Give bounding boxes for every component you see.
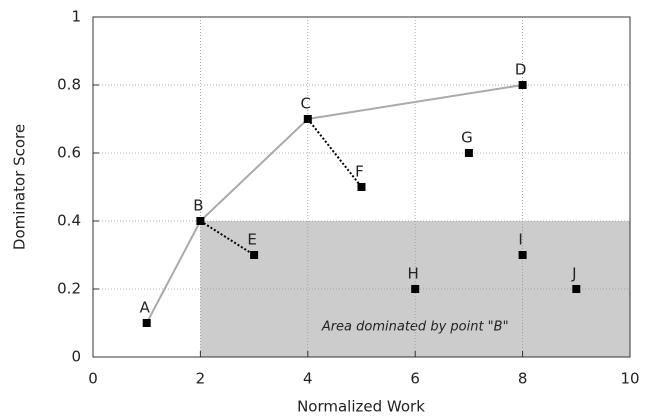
x-tick-label: 10	[620, 370, 639, 388]
y-tick-label: 0.4	[57, 212, 81, 230]
point-label: J	[571, 265, 576, 283]
point-label: H	[408, 265, 419, 283]
x-tick-label: 4	[303, 370, 313, 388]
y-tick-label: 1	[71, 8, 81, 26]
point-label: C	[301, 95, 311, 113]
point	[518, 251, 527, 259]
y-tick-label: 0.6	[57, 144, 81, 162]
y-axis-label: Dominator Score	[11, 124, 29, 250]
point	[303, 115, 312, 123]
front-line	[145, 84, 523, 324]
point	[411, 285, 420, 293]
point	[357, 183, 366, 191]
point-label: D	[515, 61, 527, 79]
point	[464, 149, 473, 157]
dotted-line	[307, 118, 363, 188]
point-label: G	[461, 129, 473, 147]
plot-frame	[92, 16, 631, 358]
x-tick-label: 0	[88, 370, 98, 388]
point-label: E	[247, 231, 256, 249]
point	[196, 217, 205, 225]
point-label: A	[140, 299, 151, 317]
y-tick-label: 0.2	[57, 280, 81, 298]
point-label: F	[355, 163, 364, 181]
point-label: I	[518, 231, 522, 249]
x-tick-label: 6	[410, 370, 420, 388]
y-tick-label: 0.8	[57, 76, 81, 94]
y-tick-label: 0	[71, 348, 81, 366]
x-axis-label: Normalized Work	[297, 398, 425, 416]
x-tick-label: 8	[518, 370, 528, 388]
point	[142, 319, 151, 327]
point-label: B	[193, 197, 203, 215]
point	[518, 81, 527, 89]
dotted-line	[199, 220, 255, 256]
area-label: Area dominated by point "B"	[321, 320, 509, 335]
point	[250, 251, 259, 259]
point	[572, 285, 581, 293]
x-tick-label: 2	[196, 370, 206, 388]
